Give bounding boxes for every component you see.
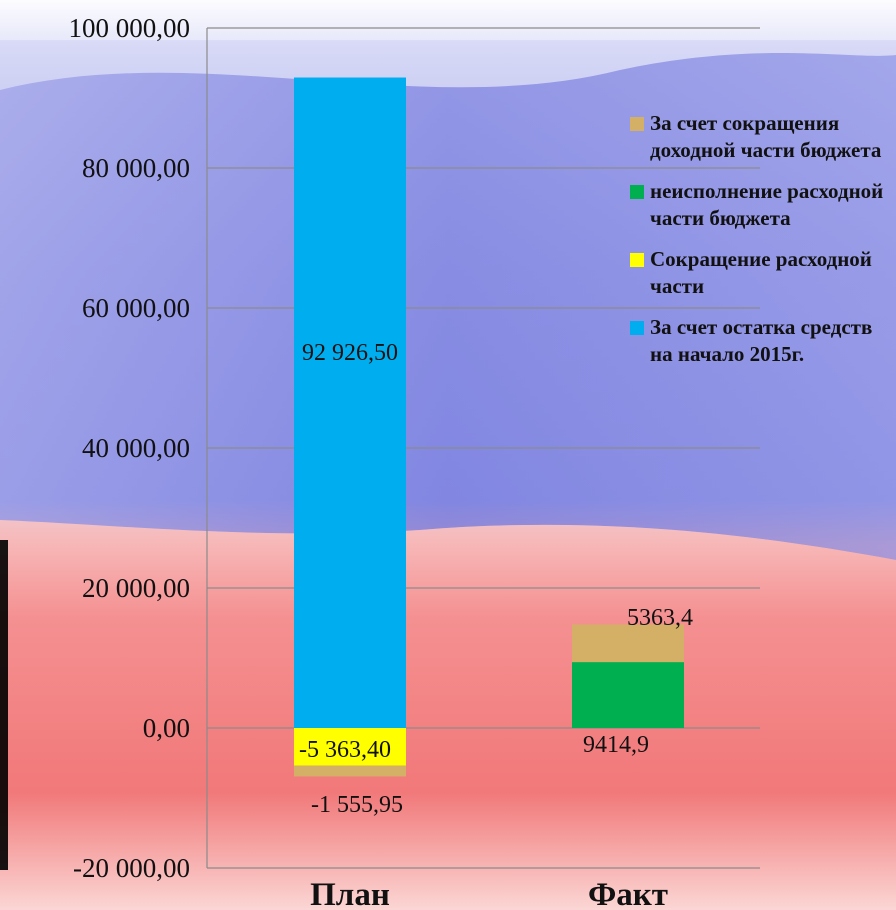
data-label: 9414,9 [583, 732, 649, 758]
legend: За счет сокращения доходной части бюджет… [628, 110, 896, 382]
bar-segment [572, 624, 684, 663]
data-label: 92 926,50 [302, 340, 398, 366]
bars [294, 77, 684, 777]
legend-item: За счет остатка средств на начало 2015г. [628, 314, 896, 368]
legend-label: За счет сокращения доходной части бюджет… [650, 111, 882, 162]
data-label: 5363,4 [627, 605, 693, 631]
y-tick-label: 60 000,00 [82, 293, 190, 323]
legend-swatch [630, 253, 644, 267]
data-label: -5 363,40 [299, 737, 391, 763]
y-axis: -20 000,00 0,00 20 000,00 40 000,00 60 000,0… [69, 13, 669, 910]
y-tick-label: 100 000,00 [69, 13, 191, 43]
bar-segment [294, 728, 406, 766]
y-tick-label: 20 000,00 [82, 573, 190, 603]
legend-item: За счет сокращения доходной части бюджет… [628, 110, 896, 164]
data-labels: 92 926,50 -5 363,40 -1 555,95 9414,9 5363,4 [299, 340, 693, 818]
legend-label: Сокращение расходной части [650, 247, 872, 298]
category-label: План [310, 877, 390, 910]
data-label: -1 555,95 [311, 792, 403, 818]
legend-item: неисполнение расходной части бюджета [628, 178, 896, 232]
legend-label: неисполнение расходной части бюджета [650, 179, 884, 230]
legend-swatch [630, 117, 644, 131]
bar-segment [572, 662, 684, 728]
legend-label: За счет остатка средств на начало 2015г. [650, 315, 873, 366]
y-tick-label: 80 000,00 [82, 153, 190, 183]
legend-swatch [630, 185, 644, 199]
y-tick-label: 40 000,00 [82, 433, 190, 463]
bar-segment [294, 765, 406, 777]
bar-segment [294, 77, 406, 728]
y-tick-label: -20 000,00 [73, 853, 190, 883]
y-tick-label: 0,00 [143, 713, 190, 743]
legend-swatch [630, 321, 644, 335]
legend-item: Сокращение расходной части [628, 246, 896, 300]
category-label: Факт [588, 877, 668, 910]
